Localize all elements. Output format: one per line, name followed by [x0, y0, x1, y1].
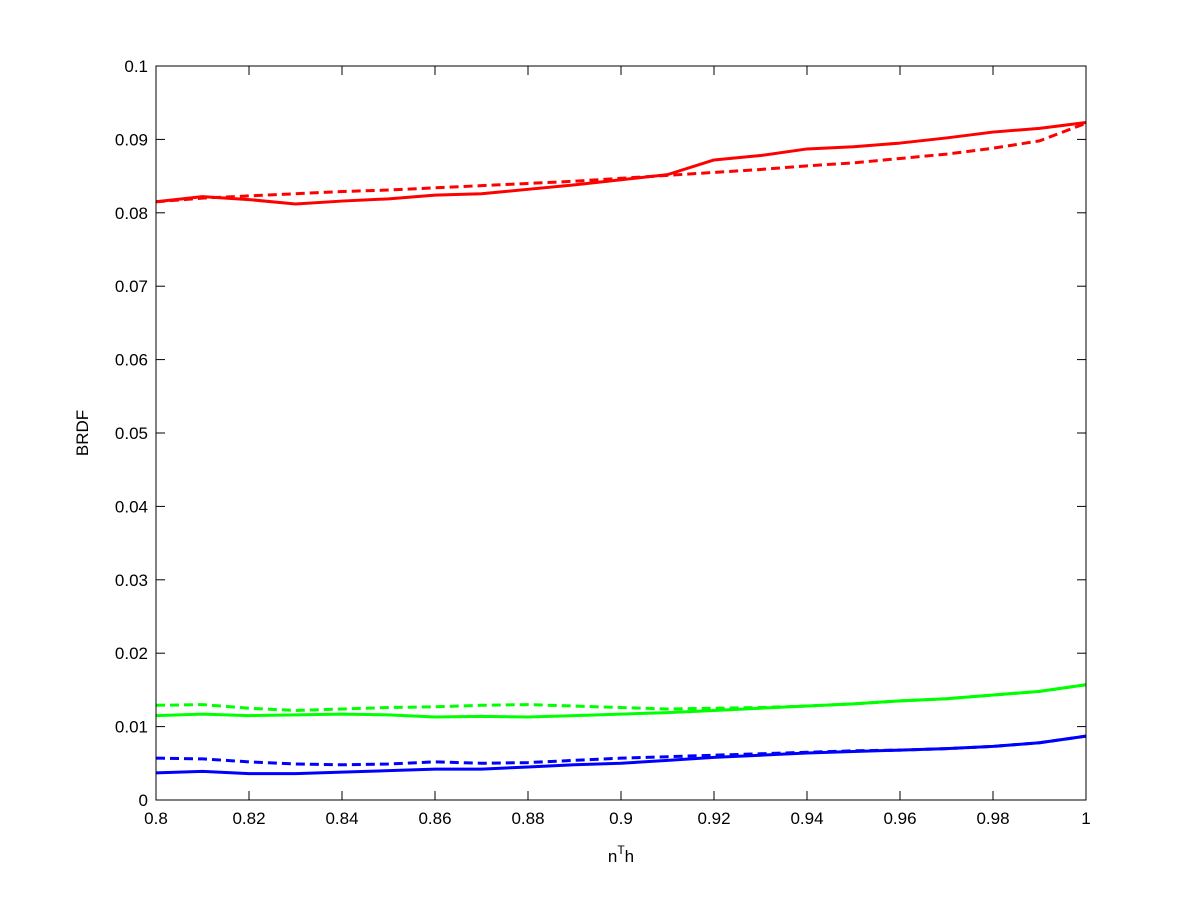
- y-tick-label: 0.04: [115, 497, 148, 516]
- x-tick-label: 0.94: [790, 809, 823, 828]
- x-tick-label: 0.8: [144, 809, 168, 828]
- y-tick-label: 0.09: [115, 130, 148, 149]
- x-label-part: h: [625, 847, 634, 866]
- y-tick-label: 0.05: [115, 424, 148, 443]
- axes-box: [155, 65, 1087, 801]
- data-line: [155, 683, 1087, 712]
- y-tick-label: 0: [139, 791, 148, 810]
- x-tick-label: 1: [1081, 809, 1090, 828]
- x-tick-label: 0.9: [609, 809, 633, 828]
- x-tick-label: 0.82: [232, 809, 265, 828]
- y-tick-label: 0.08: [115, 204, 148, 223]
- x-tick-label: 0.84: [325, 809, 358, 828]
- x-label-superscript: T: [617, 843, 625, 857]
- x-tick-label: 0.86: [418, 809, 451, 828]
- y-tick-label: 0.06: [115, 351, 148, 370]
- x-tick-label: 0.98: [976, 809, 1009, 828]
- y-tick-label: 0.03: [115, 571, 148, 590]
- x-label-part: n: [608, 847, 617, 866]
- y-tick-label: 0.07: [115, 277, 148, 296]
- data-line: [155, 121, 1087, 204]
- y-axis-label: BRDF: [73, 410, 92, 456]
- y-tick-label: 0.1: [124, 57, 148, 76]
- x-tick-label: 0.96: [883, 809, 916, 828]
- x-tick-label: 0.92: [697, 809, 730, 828]
- x-axis-label: nTh: [608, 843, 634, 866]
- y-tick-label: 0.02: [115, 644, 148, 663]
- data-line: [155, 734, 1087, 767]
- x-tick-label: 0.88: [511, 809, 544, 828]
- y-tick-label: 0.01: [115, 718, 148, 737]
